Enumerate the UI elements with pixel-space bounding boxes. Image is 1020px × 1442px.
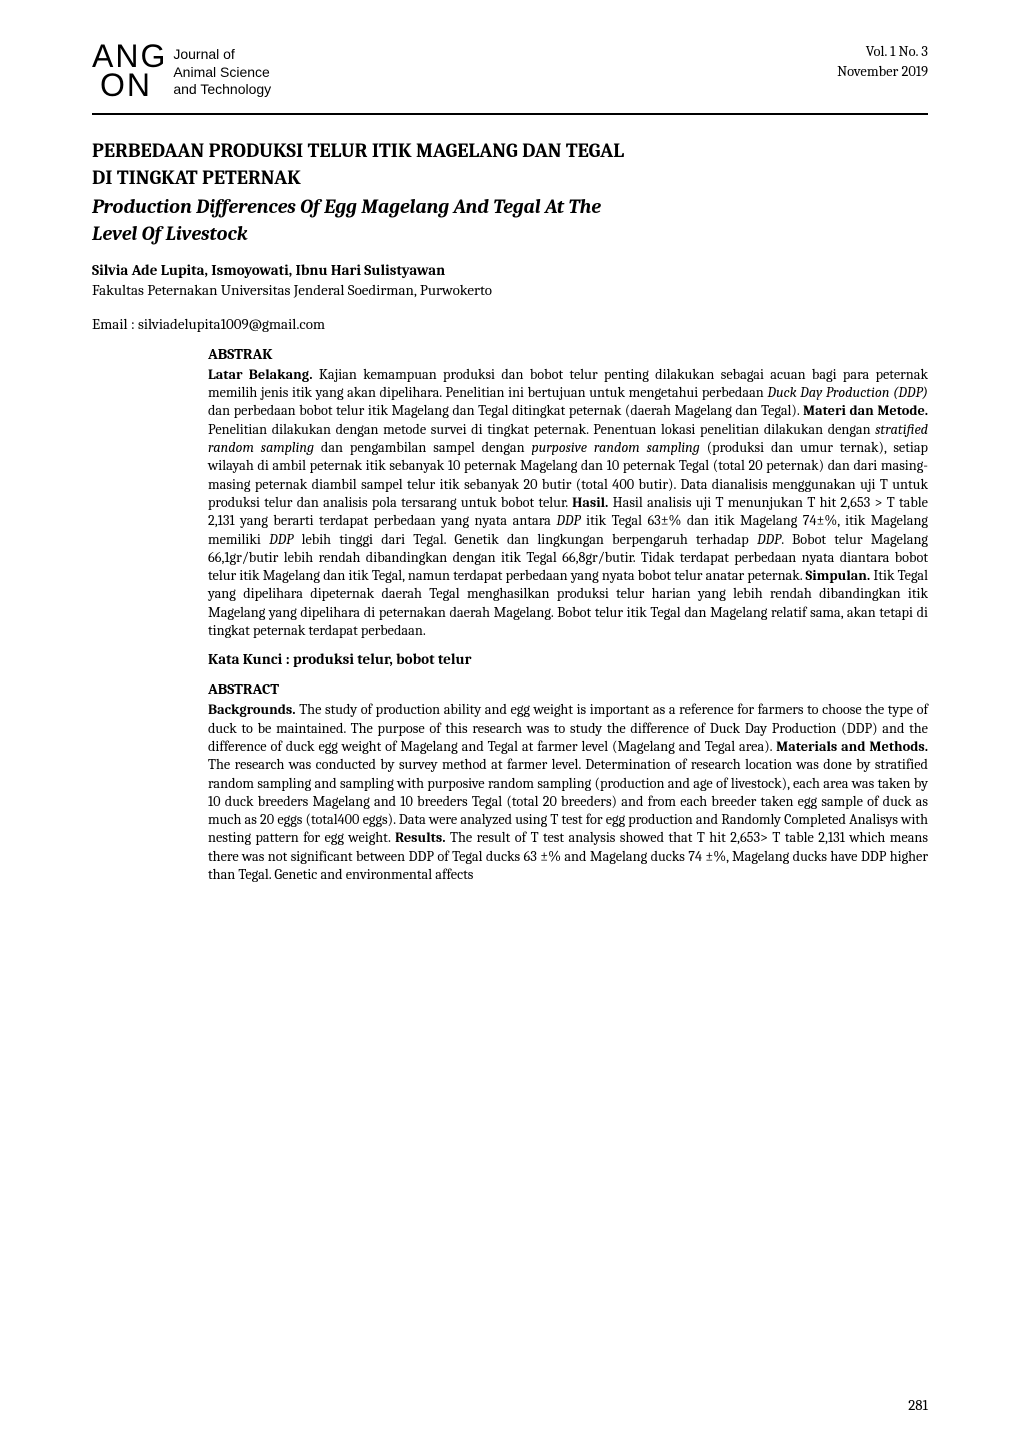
results-label: Results.: [395, 829, 446, 846]
backgrounds-label: Backgrounds.: [208, 701, 296, 718]
abstract-body: Backgrounds. The study of production abi…: [208, 701, 928, 884]
abstrak-heading: ABSTRAK: [208, 345, 928, 363]
materials-methods-label: Materials and Methods.: [776, 738, 928, 755]
abstrak-body: Latar Belakang. Kajian kemampuan produks…: [208, 366, 928, 640]
hasil-text-3: lebih tinggi dari Tegal. Genetik dan lin…: [293, 531, 757, 548]
logo-words: Journal of Animal Science and Technology: [173, 44, 271, 99]
kata-kunci: Kata Kunci : produksi telur, bobot telur: [208, 650, 928, 668]
volume-number: Vol. 1 No. 3: [837, 42, 928, 62]
materi-text-1: Penelitian dilakukan dengan metode surve…: [208, 421, 875, 438]
subtitle-line-2: Level Of Livestock: [92, 222, 248, 245]
logo-word-1: Journal of: [173, 46, 271, 64]
journal-header: ANG ON Journal of Animal Science and Tec…: [92, 42, 928, 101]
email-label: Email :: [92, 315, 138, 333]
title-block: PERBEDAAN PRODUKSI TELUR ITIK MAGELANG D…: [92, 137, 928, 247]
simpulan-label: Simpulan.: [806, 567, 871, 584]
latar-belakang-label: Latar Belakang.: [208, 366, 313, 383]
latar-text-2: dan perbedaan bobot telur itik Magelang …: [208, 402, 803, 419]
authors: Silvia Ade Lupita, Ismoyowati, Ibnu Hari…: [92, 261, 928, 279]
subtitle-line-1: Production Differences Of Egg Magelang A…: [92, 195, 601, 218]
hasil-label: Hasil.: [572, 494, 608, 511]
materi-metode-label: Materi dan Metode.: [803, 402, 928, 419]
logo-letters: ANG ON: [92, 42, 167, 101]
logo-word-2: Animal Science: [173, 64, 271, 82]
ddp-italic-2: DDP: [556, 512, 580, 529]
ddp-italic-3: DDP: [269, 531, 293, 548]
abstrak-section: ABSTRAK Latar Belakang. Kajian kemampuan…: [208, 345, 928, 884]
ddp-italic-1: Duck Day Production (DDP): [767, 384, 928, 401]
logo-letters-bottom: ON: [92, 71, 167, 100]
title-line-1: PERBEDAAN PRODUKSI TELUR ITIK MAGELANG D…: [92, 139, 624, 162]
logo-word-3: and Technology: [173, 81, 271, 99]
title-line-2: DI TINGKAT PETERNAK: [92, 166, 301, 189]
ddp-italic-4: DDP: [757, 531, 781, 548]
affiliation: Fakultas Peternakan Universitas Jenderal…: [92, 281, 928, 299]
materi-text-2: dan pengambilan sampel dengan: [314, 439, 531, 456]
abstract-heading: ABSTRACT: [208, 680, 928, 698]
article-title: PERBEDAAN PRODUKSI TELUR ITIK MAGELANG D…: [92, 137, 928, 191]
prs-italic: purposive random sampling: [531, 439, 699, 456]
issue-info: Vol. 1 No. 3 November 2019: [837, 42, 928, 81]
email-address: silviadelupita1009@gmail.com: [138, 315, 325, 333]
header-divider: [92, 113, 928, 115]
page-number: 281: [908, 1396, 928, 1414]
article-subtitle: Production Differences Of Egg Magelang A…: [92, 193, 928, 247]
email-line: Email : silviadelupita1009@gmail.com: [92, 315, 928, 333]
issue-date: November 2019: [837, 62, 928, 82]
journal-logo: ANG ON Journal of Animal Science and Tec…: [92, 42, 271, 101]
